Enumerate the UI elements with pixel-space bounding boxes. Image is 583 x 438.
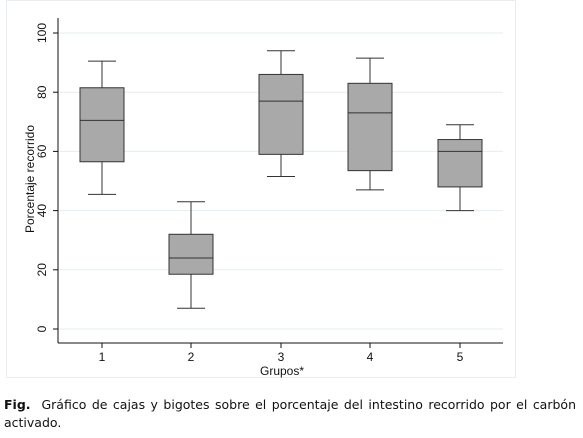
plot-panel [6,0,516,378]
x-tick-label: 2 [188,350,195,364]
box-iqr [258,73,304,155]
caption-text: Gráfico de cajas y bigotes sobre el porc… [4,397,576,430]
y-tick-label: 0 [35,325,49,332]
box-iqr [437,139,483,188]
axes [53,18,503,348]
box-plot-chart: 0 20 40 60 80 100 1 2 3 4 5 Porcentaje recorrido G… [23,18,503,378]
y-tick-label: 100 [35,23,49,43]
y-tick-label: 40 [35,204,49,218]
y-tick-label: 60 [35,144,49,158]
box-group-5 [437,124,483,212]
box-group-2 [168,201,214,309]
box-group-4 [347,57,393,191]
box-iqr [347,82,393,172]
x-tick-label: 1 [99,350,106,364]
caption-prefix: Fig. [4,397,31,412]
x-tick-label: 3 [278,350,285,364]
x-tick-label: 4 [367,350,374,364]
box-group-3 [258,50,304,178]
x-axis-title: Grupos* [260,364,304,378]
box-series [79,50,483,309]
box-group-1 [79,60,125,195]
figure-caption: Fig. Gráfico de cajas y bigotes sobre el… [4,396,576,432]
y-tick-label: 20 [35,263,49,277]
y-axis-title: Porcentaje recorrido [23,125,37,233]
tick-labels: 0 20 40 60 80 100 1 2 3 4 5 [35,23,464,364]
y-tick-label: 80 [35,85,49,99]
box-iqr [79,87,125,163]
x-tick-label: 5 [457,350,464,364]
box-iqr [168,233,214,275]
